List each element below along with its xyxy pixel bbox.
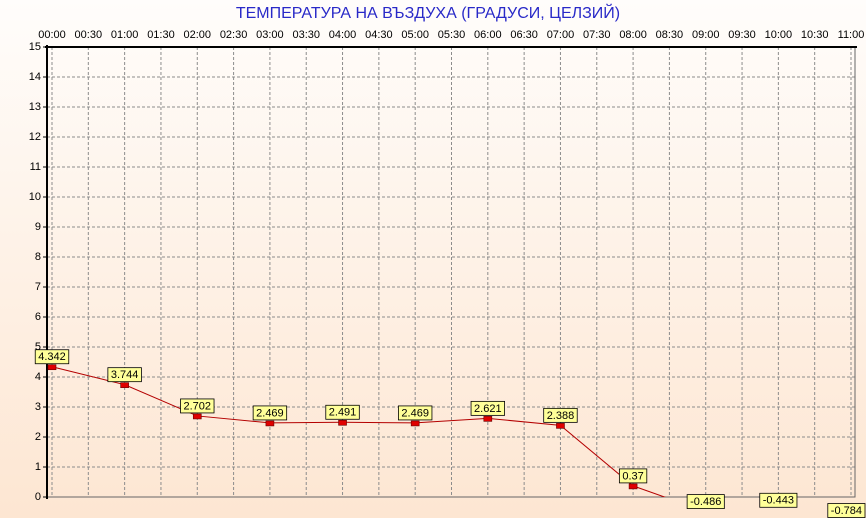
x-tick-label: 01:00 — [111, 29, 139, 41]
y-tick-label: 0 — [35, 491, 41, 503]
x-tick-label: 07:00 — [547, 29, 575, 41]
x-tick-label: 00:00 — [38, 29, 66, 41]
y-tick-label: 12 — [29, 131, 41, 143]
x-tick-label: 10:00 — [765, 29, 793, 41]
x-tick-label: 02:30 — [220, 29, 248, 41]
marker — [410, 420, 420, 427]
x-tick-label: 10:30 — [801, 29, 829, 41]
marker — [192, 413, 202, 420]
value-label: 0.37 — [622, 470, 643, 482]
x-tick-label: 00:30 — [75, 29, 103, 41]
x-tick-label: 03:30 — [292, 29, 320, 41]
value-label: 3.744 — [111, 369, 139, 381]
value-label: -0.486 — [690, 496, 721, 508]
value-label: 2.702 — [184, 400, 212, 412]
x-tick-label: 08:30 — [656, 29, 684, 41]
y-tick-label: 13 — [29, 101, 41, 113]
chart-title: ТЕМПЕРАТУРА НА ВЪЗДУХА (ГРАДУСИ, ЦЕЛЗИЙ) — [236, 3, 620, 22]
y-tick-label: 1 — [35, 461, 41, 473]
value-label: 2.491 — [329, 407, 357, 419]
value-label-box — [107, 367, 142, 383]
value-label-box — [759, 492, 798, 508]
marker — [483, 416, 493, 422]
value-label: 2.621 — [474, 403, 502, 415]
value-label: -0.784 — [831, 505, 862, 517]
x-tick-label: 04:30 — [365, 29, 393, 41]
value-label-box — [252, 405, 288, 421]
value-label: 2.469 — [401, 407, 429, 419]
marker — [120, 382, 129, 388]
y-tick-label: 3 — [35, 401, 41, 413]
y-tick-label: 15 — [29, 41, 41, 53]
x-tick-label: 02:00 — [184, 29, 212, 41]
value-label: 4.342 — [38, 351, 66, 363]
y-tick-label: 14 — [29, 71, 41, 83]
y-tick-label: 4 — [35, 371, 41, 383]
value-label-box — [398, 405, 433, 421]
value-label-box — [470, 400, 505, 416]
value-label: 2.388 — [547, 410, 575, 422]
marker — [265, 420, 275, 427]
y-tick-label: 9 — [35, 221, 41, 233]
value-label-box — [686, 494, 725, 509]
x-tick-label: 08:00 — [619, 29, 647, 41]
y-tick-label: 2 — [35, 431, 41, 443]
y-tick-label: 6 — [35, 311, 41, 323]
y-tick-label: 5 — [35, 341, 41, 353]
value-label-box — [34, 349, 70, 365]
x-tick-label: 03:00 — [256, 29, 284, 41]
x-tick-label: 05:30 — [438, 29, 466, 41]
value-label: -0.443 — [763, 495, 794, 507]
x-tick-label: 09:30 — [728, 29, 756, 41]
y-tick-label: 8 — [35, 251, 41, 263]
value-label: 2.469 — [256, 407, 284, 419]
marker — [556, 423, 565, 429]
x-tick-label: 05:00 — [401, 29, 429, 41]
value-label-box — [618, 468, 648, 484]
x-tick-label: 07:30 — [583, 29, 611, 41]
x-tick-label: 11:00 — [838, 29, 865, 41]
x-tick-label: 06:30 — [510, 29, 538, 41]
x-tick-label: 01:30 — [147, 29, 175, 41]
y-tick-label: 7 — [35, 281, 41, 293]
value-labels: 4.342 3.744 2.702 2.469 2.491 2.469 2.621 2.388… — [34, 349, 866, 518]
marker — [628, 483, 638, 490]
value-label-box — [325, 404, 360, 420]
marker — [338, 419, 347, 426]
value-label-box — [180, 398, 215, 414]
x-tick-label: 06:00 — [474, 29, 502, 41]
x-tick-label: 09:00 — [692, 29, 720, 41]
value-label-box — [543, 407, 578, 423]
x-tick-label: 04:00 — [329, 29, 357, 41]
y-tick-label: 10 — [29, 191, 41, 203]
y-tick-label: 11 — [30, 161, 41, 173]
marker — [47, 364, 57, 371]
